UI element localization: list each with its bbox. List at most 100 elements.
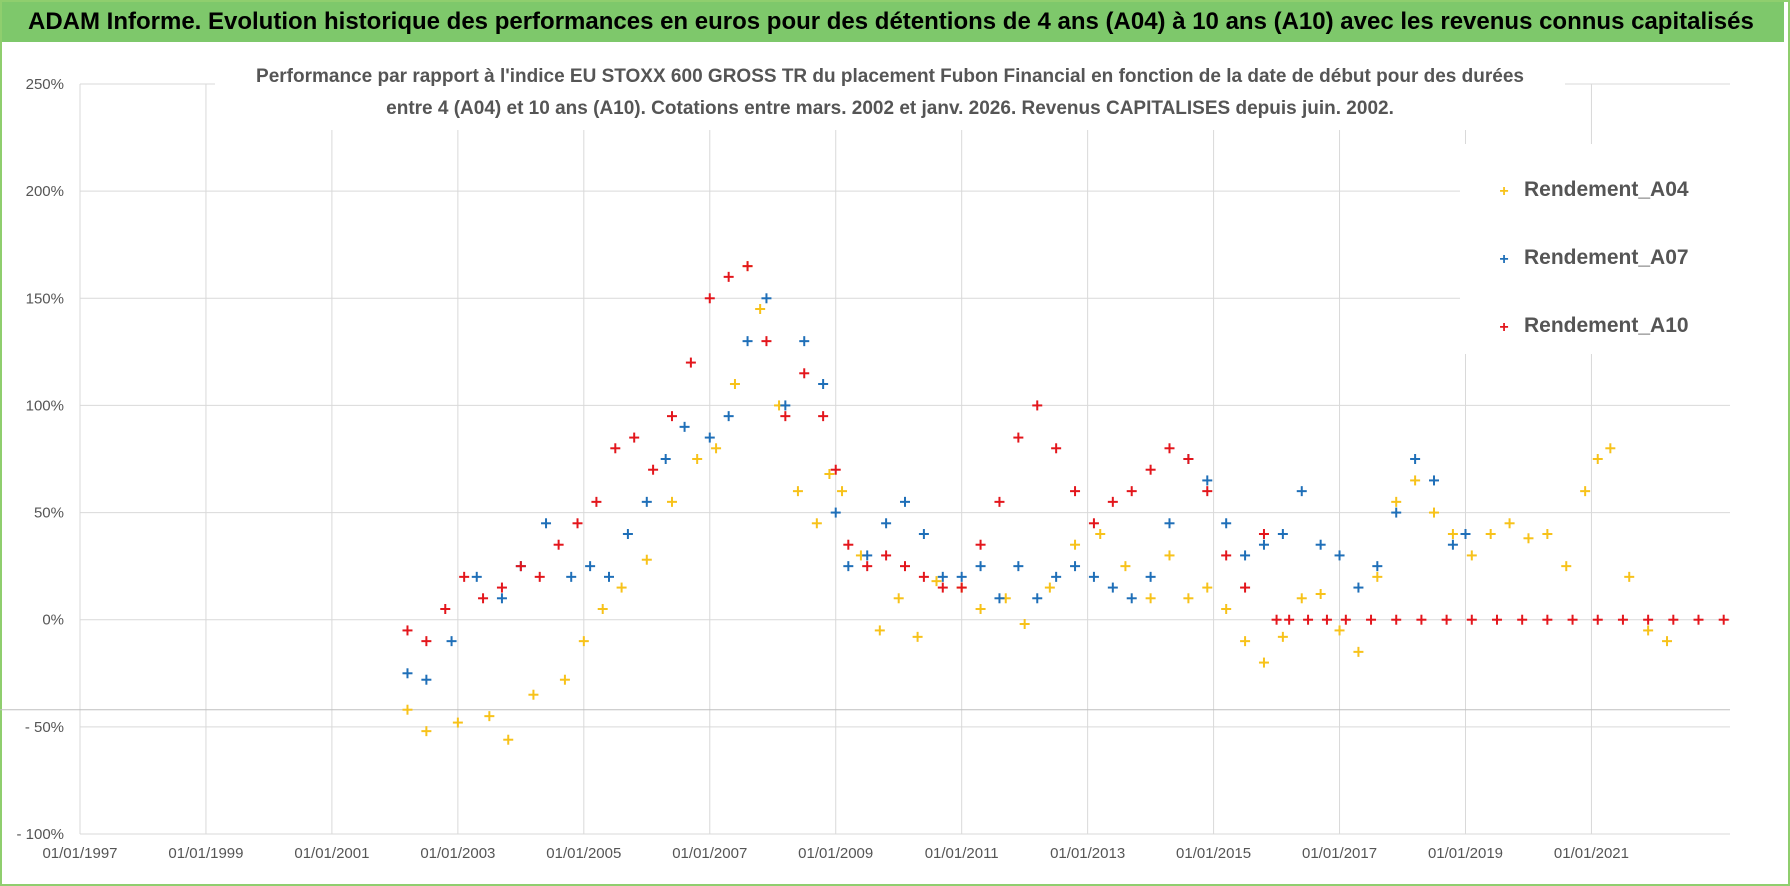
point-rendement-a04 (1580, 486, 1591, 497)
point-rendement-a10 (1466, 614, 1477, 625)
performance-chart: 250% 200% 150% 100% 50% 0% - 50% - 100% 01/01/1… (0, 58, 1730, 862)
x-tick-label: 01/01/2003 (420, 845, 495, 862)
point-rendement-a10 (1202, 486, 1213, 497)
point-rendement-a04 (824, 469, 835, 479)
point-rendement-a10 (1517, 614, 1528, 625)
point-rendement-a10 (780, 411, 791, 422)
point-rendement-a04 (616, 582, 627, 593)
point-rendement-a07 (881, 518, 892, 529)
point-rendement-a07 (1277, 529, 1288, 539)
point-rendement-a04 (874, 625, 885, 636)
point-rendement-a07 (1221, 518, 1232, 529)
point-rendement-a04 (1624, 571, 1635, 582)
point-rendement-a07 (1240, 550, 1251, 561)
point-rendement-a07 (723, 411, 734, 422)
point-rendement-a04 (597, 604, 608, 614)
point-rendement-a04 (1523, 533, 1534, 544)
point-rendement-a07 (446, 636, 457, 647)
y-tick-label: 50% (34, 505, 64, 522)
legend-marker-a10: + (1499, 319, 1508, 336)
point-rendement-a07 (1258, 539, 1269, 550)
chart-title-line-1: Performance par rapport à l'indice EU ST… (256, 66, 1524, 87)
point-rendement-a10 (1491, 614, 1502, 625)
point-rendement-a07 (818, 379, 829, 389)
point-rendement-a10 (1183, 454, 1194, 464)
point-rendement-a07 (1202, 475, 1213, 486)
point-rendement-a07 (1107, 582, 1118, 593)
point-rendement-a04 (811, 518, 822, 529)
point-rendement-a10 (648, 464, 659, 475)
point-rendement-a04 (1277, 631, 1288, 642)
point-rendement-a07 (585, 561, 596, 572)
point-rendement-a04 (1258, 657, 1269, 668)
point-rendement-a07 (1296, 486, 1307, 497)
point-rendement-a04 (484, 711, 495, 722)
y-tick-label: 250% (26, 76, 64, 93)
legend-background (1460, 144, 1730, 354)
point-rendement-a07 (1032, 593, 1043, 604)
data-points (402, 261, 1729, 745)
point-rendement-a04 (1095, 529, 1106, 539)
point-rendement-a07 (799, 336, 810, 347)
point-rendement-a07 (830, 507, 841, 518)
point-rendement-a10 (818, 411, 829, 422)
x-tick-label: 01/01/2013 (1050, 845, 1125, 862)
point-rendement-a10 (761, 336, 772, 347)
x-tick-label: 01/01/2009 (798, 845, 873, 862)
point-rendement-a10 (704, 293, 715, 304)
y-axis-ticks: 250% 200% 150% 100% 50% 0% - 50% - 100% (16, 76, 64, 843)
point-rendement-a07 (742, 336, 753, 347)
point-rendement-a07 (1353, 582, 1364, 593)
point-rendement-a04 (1044, 582, 1055, 593)
x-tick-label: 01/01/2017 (1302, 845, 1377, 862)
point-rendement-a10 (1088, 518, 1099, 529)
point-rendement-a10 (830, 464, 841, 475)
point-rendement-a07 (566, 571, 577, 582)
point-rendement-a04 (1145, 593, 1156, 604)
point-rendement-a04 (755, 304, 766, 314)
point-rendement-a04 (1391, 496, 1402, 507)
y-tick-label: 150% (26, 290, 64, 307)
point-rendement-a07 (641, 496, 652, 507)
point-rendement-a04 (1605, 443, 1616, 454)
point-rendement-a10 (1221, 550, 1232, 561)
point-rendement-a07 (402, 668, 413, 679)
point-rendement-a04 (1485, 529, 1496, 539)
point-rendement-a07 (679, 421, 690, 432)
point-rendement-a10 (666, 411, 677, 422)
point-rendement-a04 (1372, 571, 1383, 582)
legend-marker-a07: + (1499, 251, 1508, 268)
point-rendement-a07 (541, 518, 552, 529)
point-rendement-a10 (1542, 614, 1553, 625)
point-rendement-a10 (1441, 614, 1452, 625)
point-rendement-a10 (1693, 614, 1704, 625)
x-tick-label: 01/01/2011 (925, 845, 999, 862)
point-rendement-a10 (994, 496, 1005, 507)
point-rendement-a04 (1662, 636, 1673, 647)
point-rendement-a10 (937, 582, 948, 593)
point-rendement-a10 (591, 496, 602, 507)
point-rendement-a10 (1303, 614, 1314, 625)
point-rendement-a10 (742, 261, 753, 272)
point-rendement-a10 (1340, 614, 1351, 625)
point-rendement-a04 (975, 604, 986, 614)
point-rendement-a10 (572, 518, 583, 529)
point-rendement-a04 (452, 717, 463, 728)
point-rendement-a04 (641, 554, 652, 565)
point-rendement-a10 (799, 368, 810, 379)
point-rendement-a04 (1447, 529, 1458, 539)
point-rendement-a07 (1391, 507, 1402, 518)
point-rendement-a07 (1145, 571, 1156, 582)
point-rendement-a10 (1240, 582, 1251, 593)
point-rendement-a04 (1202, 582, 1213, 593)
point-rendement-a10 (534, 571, 545, 582)
point-rendement-a04 (1592, 454, 1603, 464)
point-rendement-a04 (837, 486, 848, 497)
point-rendement-a10 (1321, 614, 1332, 625)
point-rendement-a10 (1391, 614, 1402, 625)
point-rendement-a04 (1221, 604, 1232, 614)
point-rendement-a07 (843, 561, 854, 572)
legend: + Rendement_A04 + Rendement_A07 + Rendem… (1460, 144, 1730, 354)
point-rendement-a10 (459, 571, 470, 582)
point-rendement-a04 (729, 379, 740, 389)
